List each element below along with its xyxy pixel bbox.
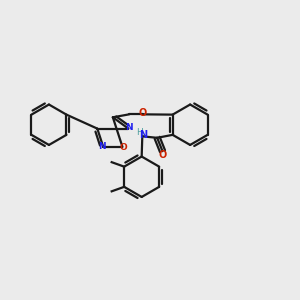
Text: N: N [125, 123, 133, 132]
Text: O: O [158, 150, 166, 160]
Text: N: N [140, 130, 148, 140]
Text: H: H [136, 128, 143, 137]
Text: N: N [98, 142, 106, 151]
Text: O: O [139, 108, 147, 118]
Text: O: O [119, 143, 127, 152]
